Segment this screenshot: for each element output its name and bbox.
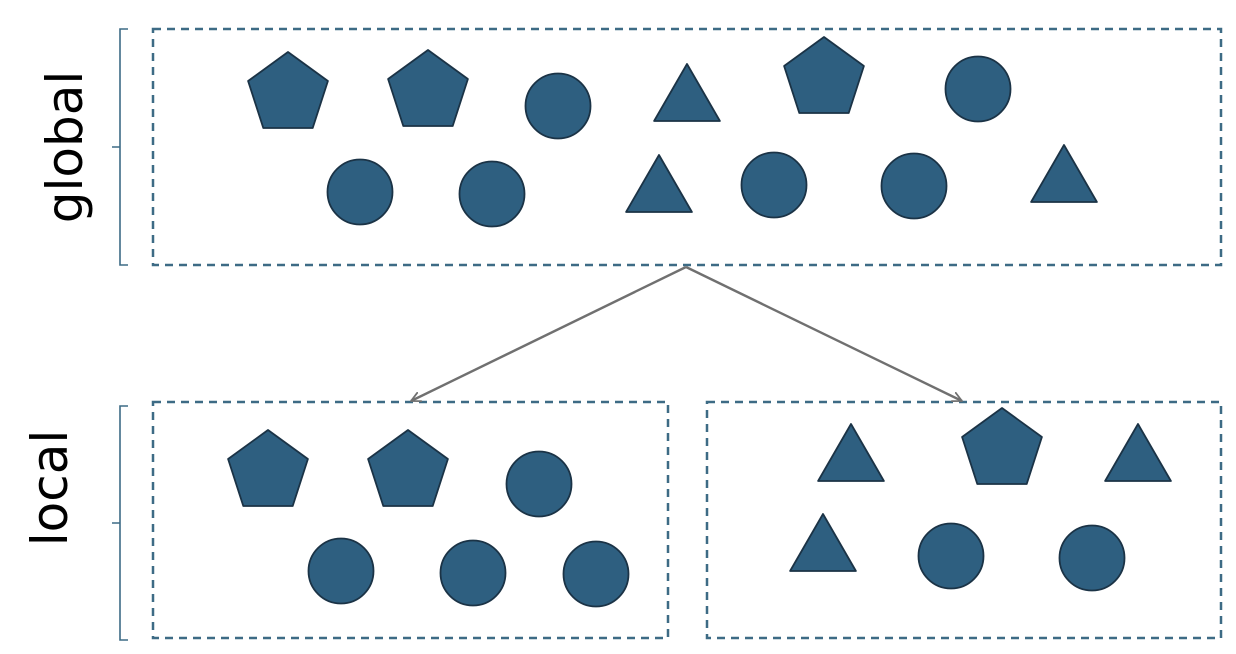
triangle-shape	[1104, 423, 1172, 482]
pentagon-shape	[227, 429, 309, 507]
circle-shape	[880, 152, 948, 220]
arrow-to-local-left	[410, 265, 687, 403]
local-right-box	[705, 400, 1223, 640]
circle-shape	[1058, 524, 1126, 592]
triangle-shape	[817, 423, 885, 482]
circle-shape	[458, 160, 526, 228]
arrow-to-local-right	[685, 265, 963, 403]
triangle-shape	[789, 513, 857, 572]
circle-shape	[917, 522, 985, 590]
local-right-shapes	[789, 407, 1172, 592]
global-bracket	[112, 28, 128, 266]
triangle-shape	[1030, 144, 1098, 203]
circle-shape	[307, 537, 375, 605]
circle-shape	[740, 151, 808, 219]
triangle-shape	[625, 154, 693, 213]
global-label: global	[36, 71, 94, 224]
circle-shape	[326, 158, 394, 226]
circle-shape	[439, 539, 507, 607]
pentagon-shape	[783, 36, 865, 114]
circle-shape	[505, 450, 573, 518]
local-bracket	[112, 405, 128, 641]
pentagon-shape	[961, 407, 1043, 485]
pentagon-shape	[387, 49, 469, 127]
global-shapes	[247, 36, 1098, 228]
pentagon-shape	[247, 51, 329, 129]
circle-shape	[562, 540, 630, 608]
pentagon-shape	[367, 429, 449, 507]
circle-shape	[524, 72, 592, 140]
local-left-shapes	[227, 429, 630, 608]
global-box	[151, 27, 1223, 267]
circle-shape	[944, 55, 1012, 123]
triangle-shape	[653, 63, 721, 122]
local-label: local	[21, 430, 79, 547]
